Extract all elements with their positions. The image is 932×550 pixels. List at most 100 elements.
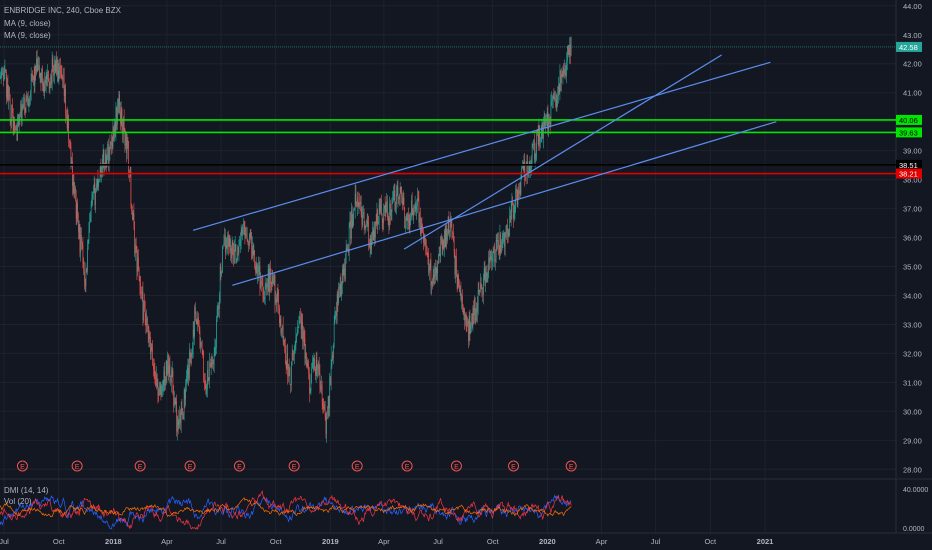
candle <box>58 63 60 85</box>
candle <box>326 411 327 443</box>
candle <box>120 102 121 131</box>
candle <box>150 331 151 360</box>
candle <box>376 202 378 230</box>
candle <box>126 131 127 163</box>
candle <box>437 260 438 283</box>
candle <box>165 359 167 385</box>
candle <box>530 160 531 178</box>
candle <box>233 242 234 267</box>
y-tick-label: 28.00 <box>903 465 922 474</box>
candle <box>50 73 51 89</box>
candle <box>20 100 21 118</box>
candle <box>222 244 224 250</box>
candle <box>336 301 337 325</box>
candle <box>551 91 552 107</box>
candle <box>132 205 133 221</box>
candle <box>333 342 334 365</box>
candle <box>138 266 140 282</box>
candle <box>258 261 260 276</box>
candle <box>139 276 141 296</box>
candle <box>8 85 9 110</box>
candle <box>55 55 57 74</box>
candle <box>103 148 105 177</box>
candle <box>379 198 381 215</box>
candle <box>332 351 333 361</box>
candle <box>242 224 243 241</box>
candle <box>76 200 78 225</box>
candle <box>18 114 20 133</box>
candle <box>37 57 39 72</box>
candle <box>372 221 373 246</box>
candle <box>480 277 482 298</box>
candle <box>508 228 510 238</box>
candle <box>501 231 503 251</box>
candle <box>373 221 375 241</box>
candle <box>431 280 432 296</box>
candle <box>290 384 291 394</box>
candle <box>427 252 429 265</box>
candle <box>36 49 38 73</box>
candle <box>210 358 211 368</box>
candle <box>128 140 129 179</box>
candle <box>357 191 359 208</box>
candle <box>75 189 77 226</box>
candle <box>194 304 195 346</box>
candle <box>84 261 85 290</box>
candle <box>155 371 156 387</box>
earnings-label: E <box>511 464 516 471</box>
candle <box>382 218 384 233</box>
earnings-label: E <box>188 464 193 471</box>
x-tick-label: Oct <box>487 537 500 546</box>
candle <box>410 212 411 226</box>
candle <box>168 353 169 381</box>
candle <box>44 71 45 100</box>
vol-legend: Vol (20) <box>4 497 32 506</box>
candle <box>73 173 75 198</box>
dmi-line <box>0 494 572 530</box>
candle <box>270 281 272 294</box>
candle <box>135 238 136 261</box>
candle <box>79 224 81 258</box>
candle <box>417 187 418 214</box>
candle <box>395 201 396 214</box>
candle <box>462 289 463 312</box>
candle <box>171 366 172 393</box>
candle <box>183 387 185 421</box>
candle <box>360 195 361 212</box>
candle <box>415 202 417 216</box>
candle <box>567 45 568 71</box>
candle <box>477 296 478 323</box>
candle <box>252 242 254 262</box>
candle <box>561 67 562 92</box>
candle <box>396 181 398 197</box>
candle <box>137 250 138 277</box>
candle <box>12 98 13 119</box>
candle <box>342 264 343 295</box>
y-tick-label: 44.00 <box>903 2 922 11</box>
candle <box>181 398 183 415</box>
candle <box>495 249 496 271</box>
candle <box>177 409 179 435</box>
candle <box>105 147 107 173</box>
candle <box>179 406 180 429</box>
candle <box>60 65 62 79</box>
candle <box>310 373 312 395</box>
candle <box>186 369 187 392</box>
y-tick-label: 35.00 <box>903 263 922 272</box>
candle <box>327 406 328 420</box>
candle <box>116 106 117 130</box>
candle <box>372 227 374 241</box>
candle <box>469 309 471 341</box>
candle <box>306 357 308 368</box>
x-tick-label: Jul <box>433 537 443 546</box>
candle <box>381 213 383 230</box>
candle <box>57 56 58 83</box>
candle <box>174 390 175 408</box>
candle <box>317 364 318 379</box>
candle <box>248 240 249 252</box>
candle <box>563 63 564 78</box>
candle <box>180 409 181 430</box>
candle <box>421 216 423 234</box>
